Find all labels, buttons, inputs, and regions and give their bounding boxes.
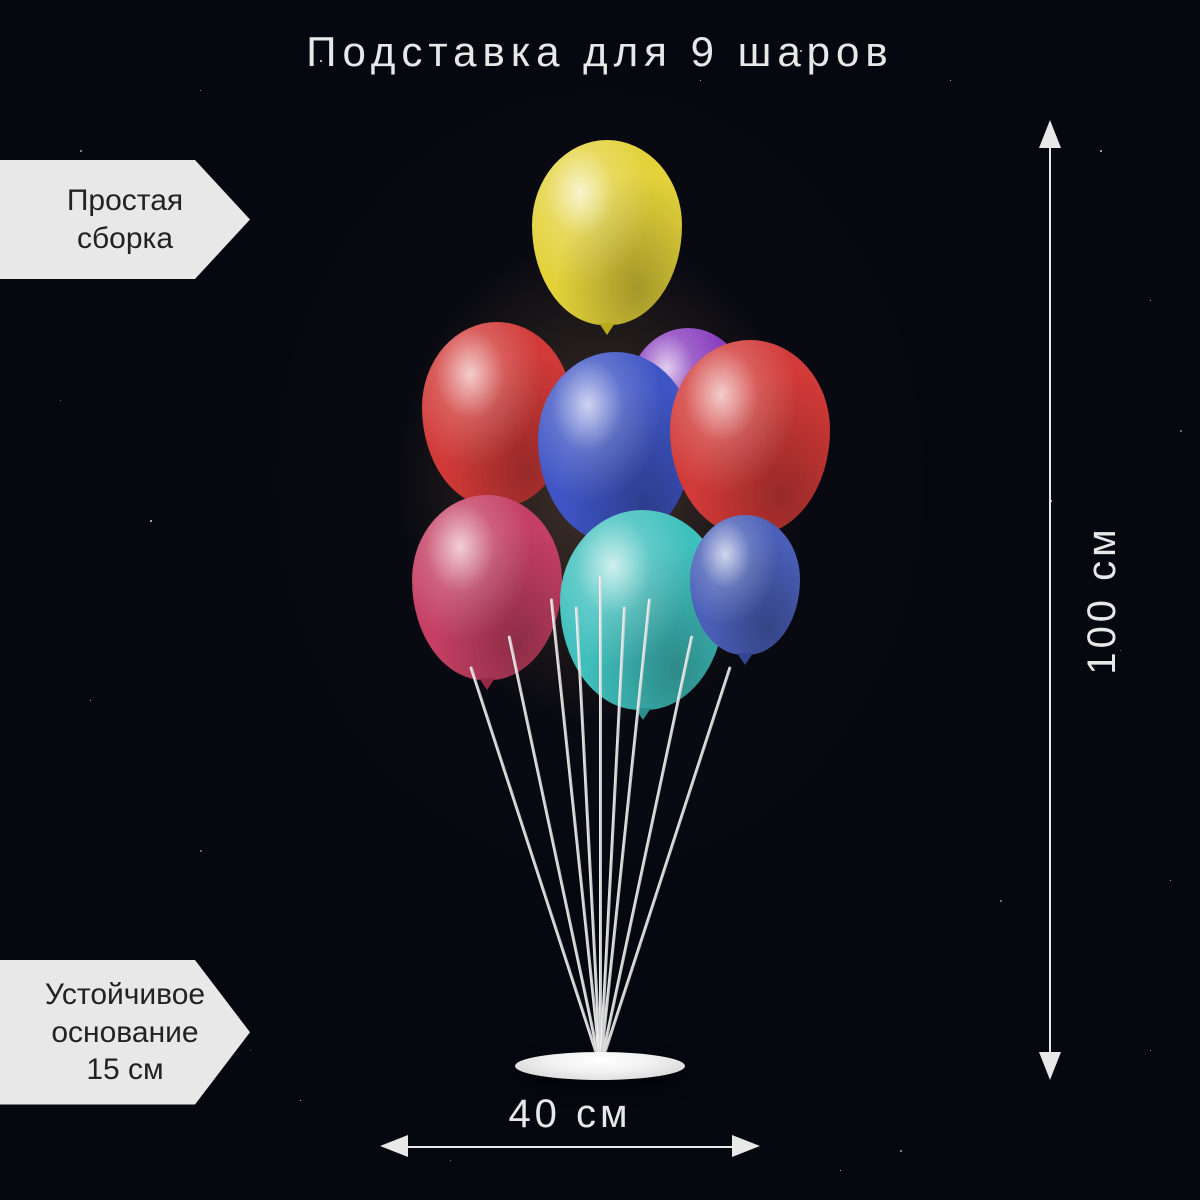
arrow-right-icon: [732, 1135, 760, 1157]
balloon-blue-right: [690, 515, 800, 655]
dim-line: [400, 1146, 740, 1148]
page-title: Подставка для 9 шаров: [0, 28, 1200, 76]
height-dimension: 100 см: [1020, 120, 1080, 1080]
balloon-stand: [515, 1052, 685, 1080]
dim-line: [1049, 140, 1051, 1060]
width-dimension: 40 см: [380, 1100, 760, 1170]
balloon-pink-left: [412, 495, 562, 680]
width-label: 40 см: [380, 1092, 760, 1137]
stick: [599, 576, 602, 1066]
height-label: 100 см: [1080, 525, 1125, 674]
balloon-blue-center: [538, 352, 693, 542]
stand-base: [515, 1052, 685, 1080]
balloon-red-right: [670, 340, 830, 535]
balloon-yellow-top: [532, 140, 682, 325]
arrow-down-icon: [1039, 1052, 1061, 1080]
